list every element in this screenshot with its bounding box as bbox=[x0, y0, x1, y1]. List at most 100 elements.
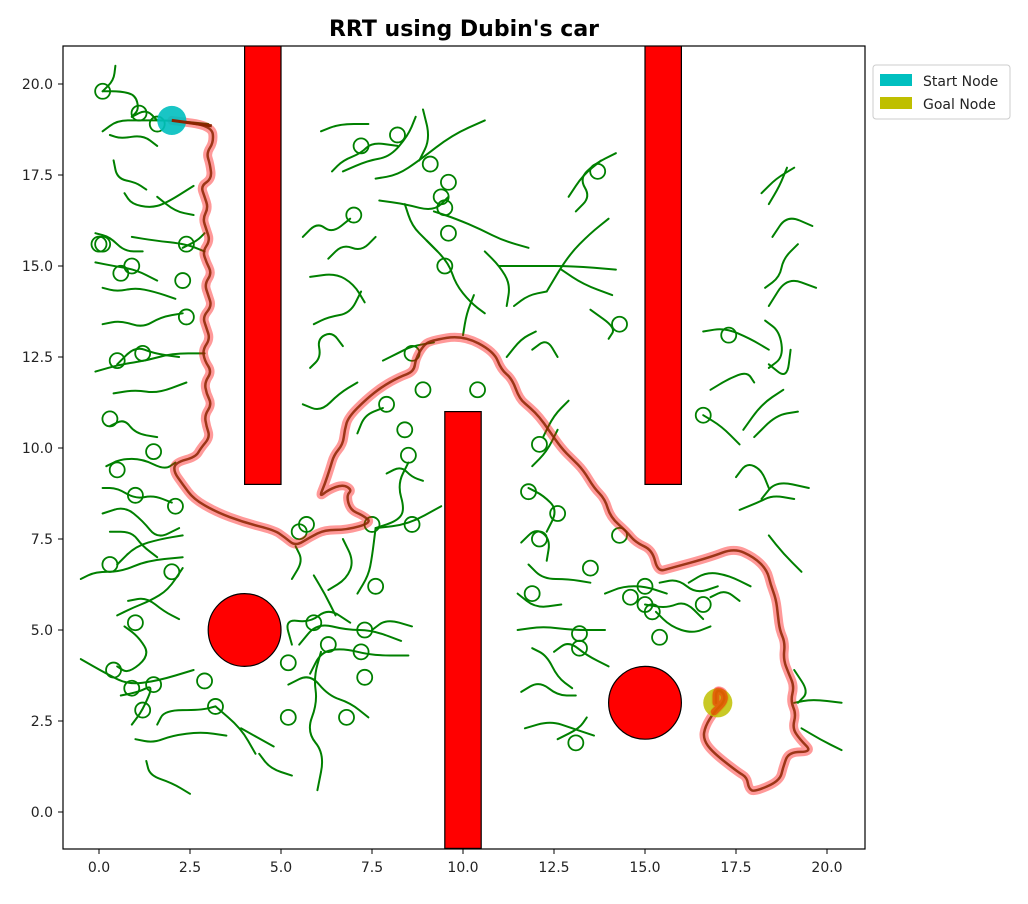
tree-turn-loop bbox=[108, 461, 126, 479]
tree-edge bbox=[301, 217, 352, 238]
x-tick-label: 15.0 bbox=[629, 860, 660, 876]
tree-edge bbox=[742, 388, 785, 431]
y-axis: 0.0 2.5 5.0 7.5 10.0 12.5 15.0 17.5 20.0 bbox=[22, 77, 63, 821]
tree-edge bbox=[356, 407, 384, 435]
y-tick-label: 17.5 bbox=[22, 168, 53, 184]
tree-turn-loop bbox=[279, 654, 297, 672]
tree-edge bbox=[112, 159, 148, 191]
tree-edge bbox=[127, 597, 181, 621]
y-tick-label: 2.5 bbox=[31, 714, 53, 730]
tree-turn-loop bbox=[130, 104, 148, 122]
tree-turn-loop bbox=[611, 526, 628, 544]
tree-edge bbox=[116, 625, 148, 673]
tree-turn-loop bbox=[643, 603, 661, 621]
tree-edge bbox=[79, 658, 195, 685]
rectangle-obstacle bbox=[444, 411, 482, 849]
tree-turn-loop bbox=[523, 585, 541, 602]
tree-edge bbox=[735, 464, 770, 489]
x-tick-label: 10.0 bbox=[447, 860, 478, 876]
tree-edge bbox=[156, 195, 195, 216]
tree-edge bbox=[108, 134, 159, 147]
tree-edge bbox=[145, 760, 191, 795]
tree-edge bbox=[771, 217, 814, 238]
tree-turn-loop bbox=[167, 497, 184, 515]
tree-edge bbox=[545, 217, 610, 293]
tree-edge bbox=[709, 372, 756, 391]
legend-start-label: Start Node bbox=[923, 74, 998, 90]
tree-turn-loop bbox=[101, 410, 119, 428]
tree-edge bbox=[753, 410, 799, 439]
tree-edge bbox=[101, 312, 184, 327]
circle-obstacle bbox=[607, 665, 682, 740]
tree-edge bbox=[101, 507, 181, 537]
tree-edge bbox=[308, 650, 324, 792]
tree-edge bbox=[760, 166, 796, 195]
tree-edge bbox=[258, 752, 293, 777]
tree-edge bbox=[112, 381, 188, 395]
tree-edge bbox=[320, 123, 370, 133]
tree-turn-loop bbox=[279, 708, 297, 726]
tree-edge bbox=[371, 620, 413, 631]
circle-obstacle bbox=[207, 592, 282, 667]
legend: Start Node Goal Node bbox=[872, 64, 1011, 120]
tree-turn-loop bbox=[112, 264, 130, 282]
x-axis: 0.0 2.5 5.0 7.5 10.0 12.5 15.0 17.5 20.0 bbox=[88, 849, 843, 876]
rrt-tree bbox=[79, 64, 843, 795]
tree-edge bbox=[767, 348, 792, 375]
tree-edge bbox=[374, 505, 443, 530]
tree-turn-loop bbox=[440, 173, 457, 191]
tree-turn-loop bbox=[720, 326, 738, 344]
legend-goal-label: Goal Node bbox=[923, 97, 996, 113]
x-tick-label: 17.5 bbox=[720, 860, 751, 876]
tree-edge bbox=[301, 381, 359, 411]
tree-edge bbox=[767, 279, 818, 307]
path-goal-segment bbox=[710, 687, 728, 716]
tree-edge bbox=[531, 428, 559, 468]
tree-edge bbox=[116, 567, 184, 617]
tree-edge bbox=[286, 610, 352, 646]
tree-edge bbox=[760, 482, 810, 500]
tree-edge bbox=[130, 235, 206, 253]
tree-turn-loop bbox=[582, 559, 599, 577]
tree-turn-loop bbox=[134, 344, 152, 362]
tree-edge bbox=[654, 610, 712, 633]
tree-edge bbox=[108, 420, 159, 439]
tree-turn-loop bbox=[469, 381, 486, 399]
tree-edge bbox=[767, 166, 788, 206]
tree-turn-loop bbox=[432, 188, 450, 206]
tree-turn-loop bbox=[694, 596, 712, 613]
tree-edge bbox=[119, 686, 152, 726]
tree-edge bbox=[644, 602, 705, 621]
tree-edge bbox=[516, 592, 563, 608]
tree-turn-loop bbox=[196, 672, 213, 690]
tree-edge bbox=[516, 626, 606, 631]
final-path bbox=[167, 115, 813, 796]
tree-edge bbox=[542, 399, 570, 439]
goal-node bbox=[703, 688, 733, 718]
tree-turn-loop bbox=[436, 257, 454, 275]
x-tick-label: 12.5 bbox=[538, 860, 569, 876]
tree-edge bbox=[101, 286, 177, 300]
tree-edge bbox=[527, 563, 592, 584]
tree-edge bbox=[105, 457, 177, 469]
tree-turn-loop bbox=[345, 206, 363, 224]
tree-edge bbox=[385, 467, 424, 482]
tree-edge bbox=[240, 727, 275, 748]
tree-turn-loop bbox=[134, 701, 152, 719]
tree-turn-loop bbox=[207, 698, 224, 715]
tree-edge bbox=[312, 290, 363, 326]
tree-turn-loop bbox=[177, 235, 195, 253]
tree-turn-loop bbox=[403, 516, 421, 533]
tree-edge bbox=[341, 115, 417, 173]
tree-turn-loop bbox=[108, 352, 126, 370]
tree-turn-loop bbox=[174, 272, 192, 289]
tree-edge bbox=[793, 699, 843, 704]
y-tick-label: 7.5 bbox=[31, 532, 53, 548]
tree-turn-loop bbox=[163, 563, 181, 581]
tree-turn-loop bbox=[440, 224, 457, 242]
tree-edge bbox=[123, 184, 195, 208]
tree-edge bbox=[432, 210, 530, 249]
y-tick-label: 5.0 bbox=[31, 623, 53, 639]
tree-edge bbox=[520, 530, 550, 562]
